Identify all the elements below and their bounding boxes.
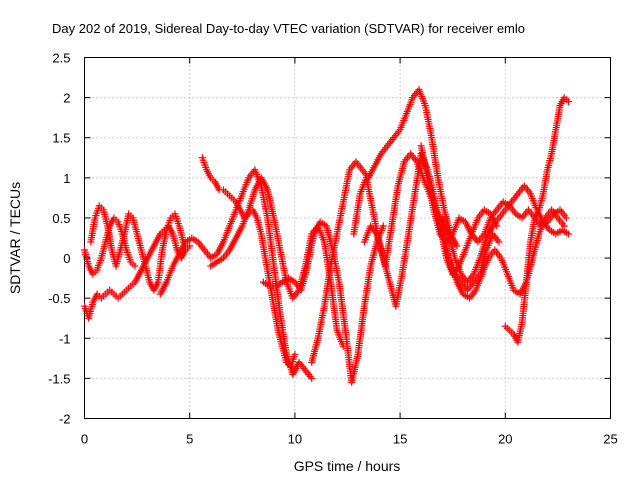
- series-arc-12: [428, 190, 568, 302]
- series-arc-5: [198, 154, 299, 370]
- y-tick-label: -1.5: [48, 371, 70, 386]
- x-tick-label: 20: [498, 432, 512, 447]
- y-tick-label: -2: [59, 412, 71, 427]
- series-arc-3: [87, 202, 187, 294]
- data-point: [564, 98, 572, 106]
- y-tick-label: -1: [59, 331, 71, 346]
- y-tick-label: 0: [63, 251, 70, 266]
- x-axis-label: GPS time / hours: [294, 458, 401, 474]
- x-tick-label: 10: [288, 432, 302, 447]
- series-arc-8: [308, 86, 461, 366]
- y-tick-label: 0.5: [52, 211, 70, 226]
- axis-ticks: [84, 57, 611, 419]
- x-tick-label: 5: [186, 432, 193, 447]
- x-tick-label: 25: [603, 432, 617, 447]
- data-point: [131, 262, 139, 270]
- data-point: [495, 238, 503, 246]
- y-tick-labels: -2 -1.5 -1 -0.5 0 0.5 1 1.5 2 2.5: [48, 51, 70, 427]
- data-point: [564, 230, 572, 238]
- y-tick-label: 2.5: [52, 51, 70, 66]
- plot-frame: [84, 57, 611, 419]
- y-tick-label: 1.5: [52, 131, 70, 146]
- data-point: [453, 242, 461, 250]
- x-tick-label: 15: [393, 432, 407, 447]
- data-point: [308, 374, 316, 382]
- x-tick-label: 0: [81, 432, 88, 447]
- data-point: [379, 222, 387, 230]
- chart-title: Day 202 of 2019, Sidereal Day-to-day VTE…: [52, 21, 525, 36]
- x-tick-labels: 0 5 10 15 20 25: [81, 432, 618, 447]
- series-arc-14: [501, 94, 572, 346]
- series-arc-7: [259, 218, 387, 386]
- data-point: [186, 242, 194, 250]
- data-points: [81, 86, 572, 386]
- data-point: [291, 350, 299, 358]
- data-point: [562, 214, 570, 222]
- y-axis-label: SDTVAR / TECUs: [7, 182, 23, 294]
- y-tick-label: -0.5: [48, 291, 70, 306]
- y-tick-label: 1: [63, 171, 70, 186]
- y-tick-label: 2: [63, 91, 70, 106]
